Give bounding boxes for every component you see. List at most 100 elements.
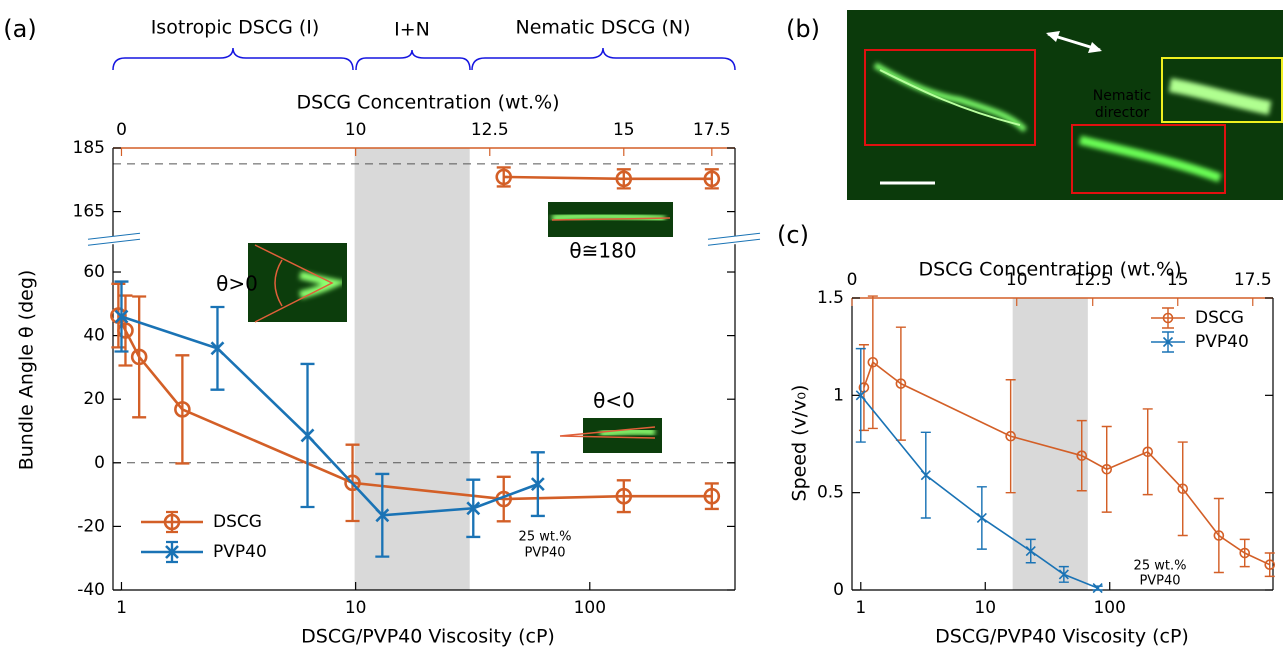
data-point <box>130 348 148 366</box>
data-point <box>1005 430 1016 442</box>
data-point <box>920 470 931 481</box>
data-point <box>117 322 134 339</box>
y-tick-label: 40 <box>83 326 105 346</box>
axis-break <box>707 232 761 240</box>
phase-label: I+N <box>394 19 430 41</box>
image-annotation: Nematic <box>1093 88 1151 104</box>
error-bar <box>1101 425 1112 513</box>
y-axis-title: Bundle Angle θ (deg) <box>16 270 38 471</box>
annotation: θ≅180 <box>569 239 636 263</box>
data-point <box>1264 559 1276 570</box>
x-tick-label: 10 <box>345 598 367 618</box>
data-point <box>466 501 481 516</box>
legend-label: PVP40 <box>213 542 267 562</box>
x2-tick-label: 10 <box>1006 270 1028 290</box>
data-point <box>1239 547 1251 559</box>
annotation: PVP40 <box>524 546 565 561</box>
data-point <box>1213 530 1225 541</box>
x-tick-label: 100 <box>1093 598 1125 618</box>
x-tick-label: 1 <box>116 598 127 618</box>
panel-label: (c) <box>777 221 809 249</box>
data-point <box>855 390 866 401</box>
legend-marker <box>1162 312 1174 324</box>
phase-braces <box>112 47 736 71</box>
error-bar <box>704 482 719 511</box>
error-bar <box>1076 419 1087 492</box>
annotation: θ>0 <box>216 272 258 296</box>
legend-label: PVP40 <box>1195 332 1249 352</box>
microscopy-image <box>847 10 1283 200</box>
data-point <box>1058 569 1069 580</box>
data-point <box>1076 450 1088 461</box>
x2-tick-label: 17.5 <box>1234 270 1272 290</box>
y-tick-label: 0 <box>833 580 844 600</box>
error-bar <box>175 354 190 465</box>
panel-label: (a) <box>3 15 36 43</box>
shaded-region <box>1012 298 1088 590</box>
error-bar <box>1142 408 1153 496</box>
data-point <box>114 309 129 324</box>
data-point <box>1142 446 1154 458</box>
x2-tick-label: 15 <box>613 120 635 140</box>
data-point <box>976 512 987 524</box>
data-point <box>530 477 545 492</box>
data-point <box>375 508 390 523</box>
x2-tick-label: 0 <box>847 270 858 290</box>
data-point <box>1101 464 1113 475</box>
x-tick-label: 100 <box>574 598 606 618</box>
error-bar <box>1264 552 1275 578</box>
annotation: θ<0 <box>593 389 635 413</box>
legend-label: DSCG <box>1195 308 1244 328</box>
y-tick-label: 20 <box>83 389 105 409</box>
legend-error <box>1162 307 1174 329</box>
error-bar <box>1177 441 1188 537</box>
y-tick-label: 60 <box>83 262 105 282</box>
annotation: PVP40 <box>1139 574 1180 589</box>
x-axis-title: DSCG/PVP40 Viscosity (cP) <box>935 626 1189 648</box>
annotation: 25 wt.% <box>519 530 572 545</box>
y-tick-label: 165 <box>73 202 105 222</box>
legend-marker <box>1162 336 1174 348</box>
y-axis-title: Speed (v/v₀) <box>789 385 811 502</box>
x2-axis-title: DSCG Concentration (wt.%) <box>296 92 559 114</box>
error-bar <box>895 326 906 441</box>
x2-tick-label: 15 <box>1167 270 1189 290</box>
image-annotation: director <box>1095 105 1150 121</box>
y-tick-label: 0 <box>94 453 105 473</box>
annotation: 25 wt.% <box>1134 559 1187 574</box>
y-tick-label: 1 <box>833 385 844 405</box>
data-point <box>1177 483 1189 495</box>
data-point <box>495 168 513 186</box>
x2-tick-label: 17.5 <box>693 120 731 140</box>
y-tick-label: -20 <box>77 516 105 536</box>
inset-images <box>248 202 673 453</box>
x-axis-title: DSCG/PVP40 Viscosity (cP) <box>301 626 555 648</box>
y-tick-label: 0.5 <box>817 483 844 503</box>
phase-label: Isotropic DSCG (I) <box>151 17 320 39</box>
x-tick-label: 1 <box>855 598 866 618</box>
panel-label: (b) <box>786 15 820 43</box>
data-point <box>300 428 315 443</box>
data-point <box>867 356 879 368</box>
data-point <box>895 378 907 389</box>
data-point <box>344 474 361 492</box>
legend-marker <box>165 545 179 559</box>
data-point <box>703 170 721 188</box>
data-point <box>110 307 127 324</box>
legend-label: DSCG <box>213 512 262 532</box>
y-tick-label: 1.5 <box>817 288 844 308</box>
error-bar <box>867 295 878 430</box>
series-line <box>121 315 539 517</box>
series-line <box>860 394 1098 589</box>
x2-axis-title: DSCG Concentration (wt.%) <box>918 259 1181 281</box>
phase-label: Nematic DSCG (N) <box>515 17 690 39</box>
error-bar <box>111 282 126 349</box>
x2-tick-label: 10 <box>345 120 367 140</box>
x2-tick-label: 12.5 <box>1074 270 1112 290</box>
axis-break <box>87 238 141 246</box>
y-tick-label: -40 <box>77 580 105 600</box>
y-tick-label: 185 <box>73 138 105 158</box>
x2-tick-label: 0 <box>116 120 127 140</box>
data-point <box>615 170 633 188</box>
